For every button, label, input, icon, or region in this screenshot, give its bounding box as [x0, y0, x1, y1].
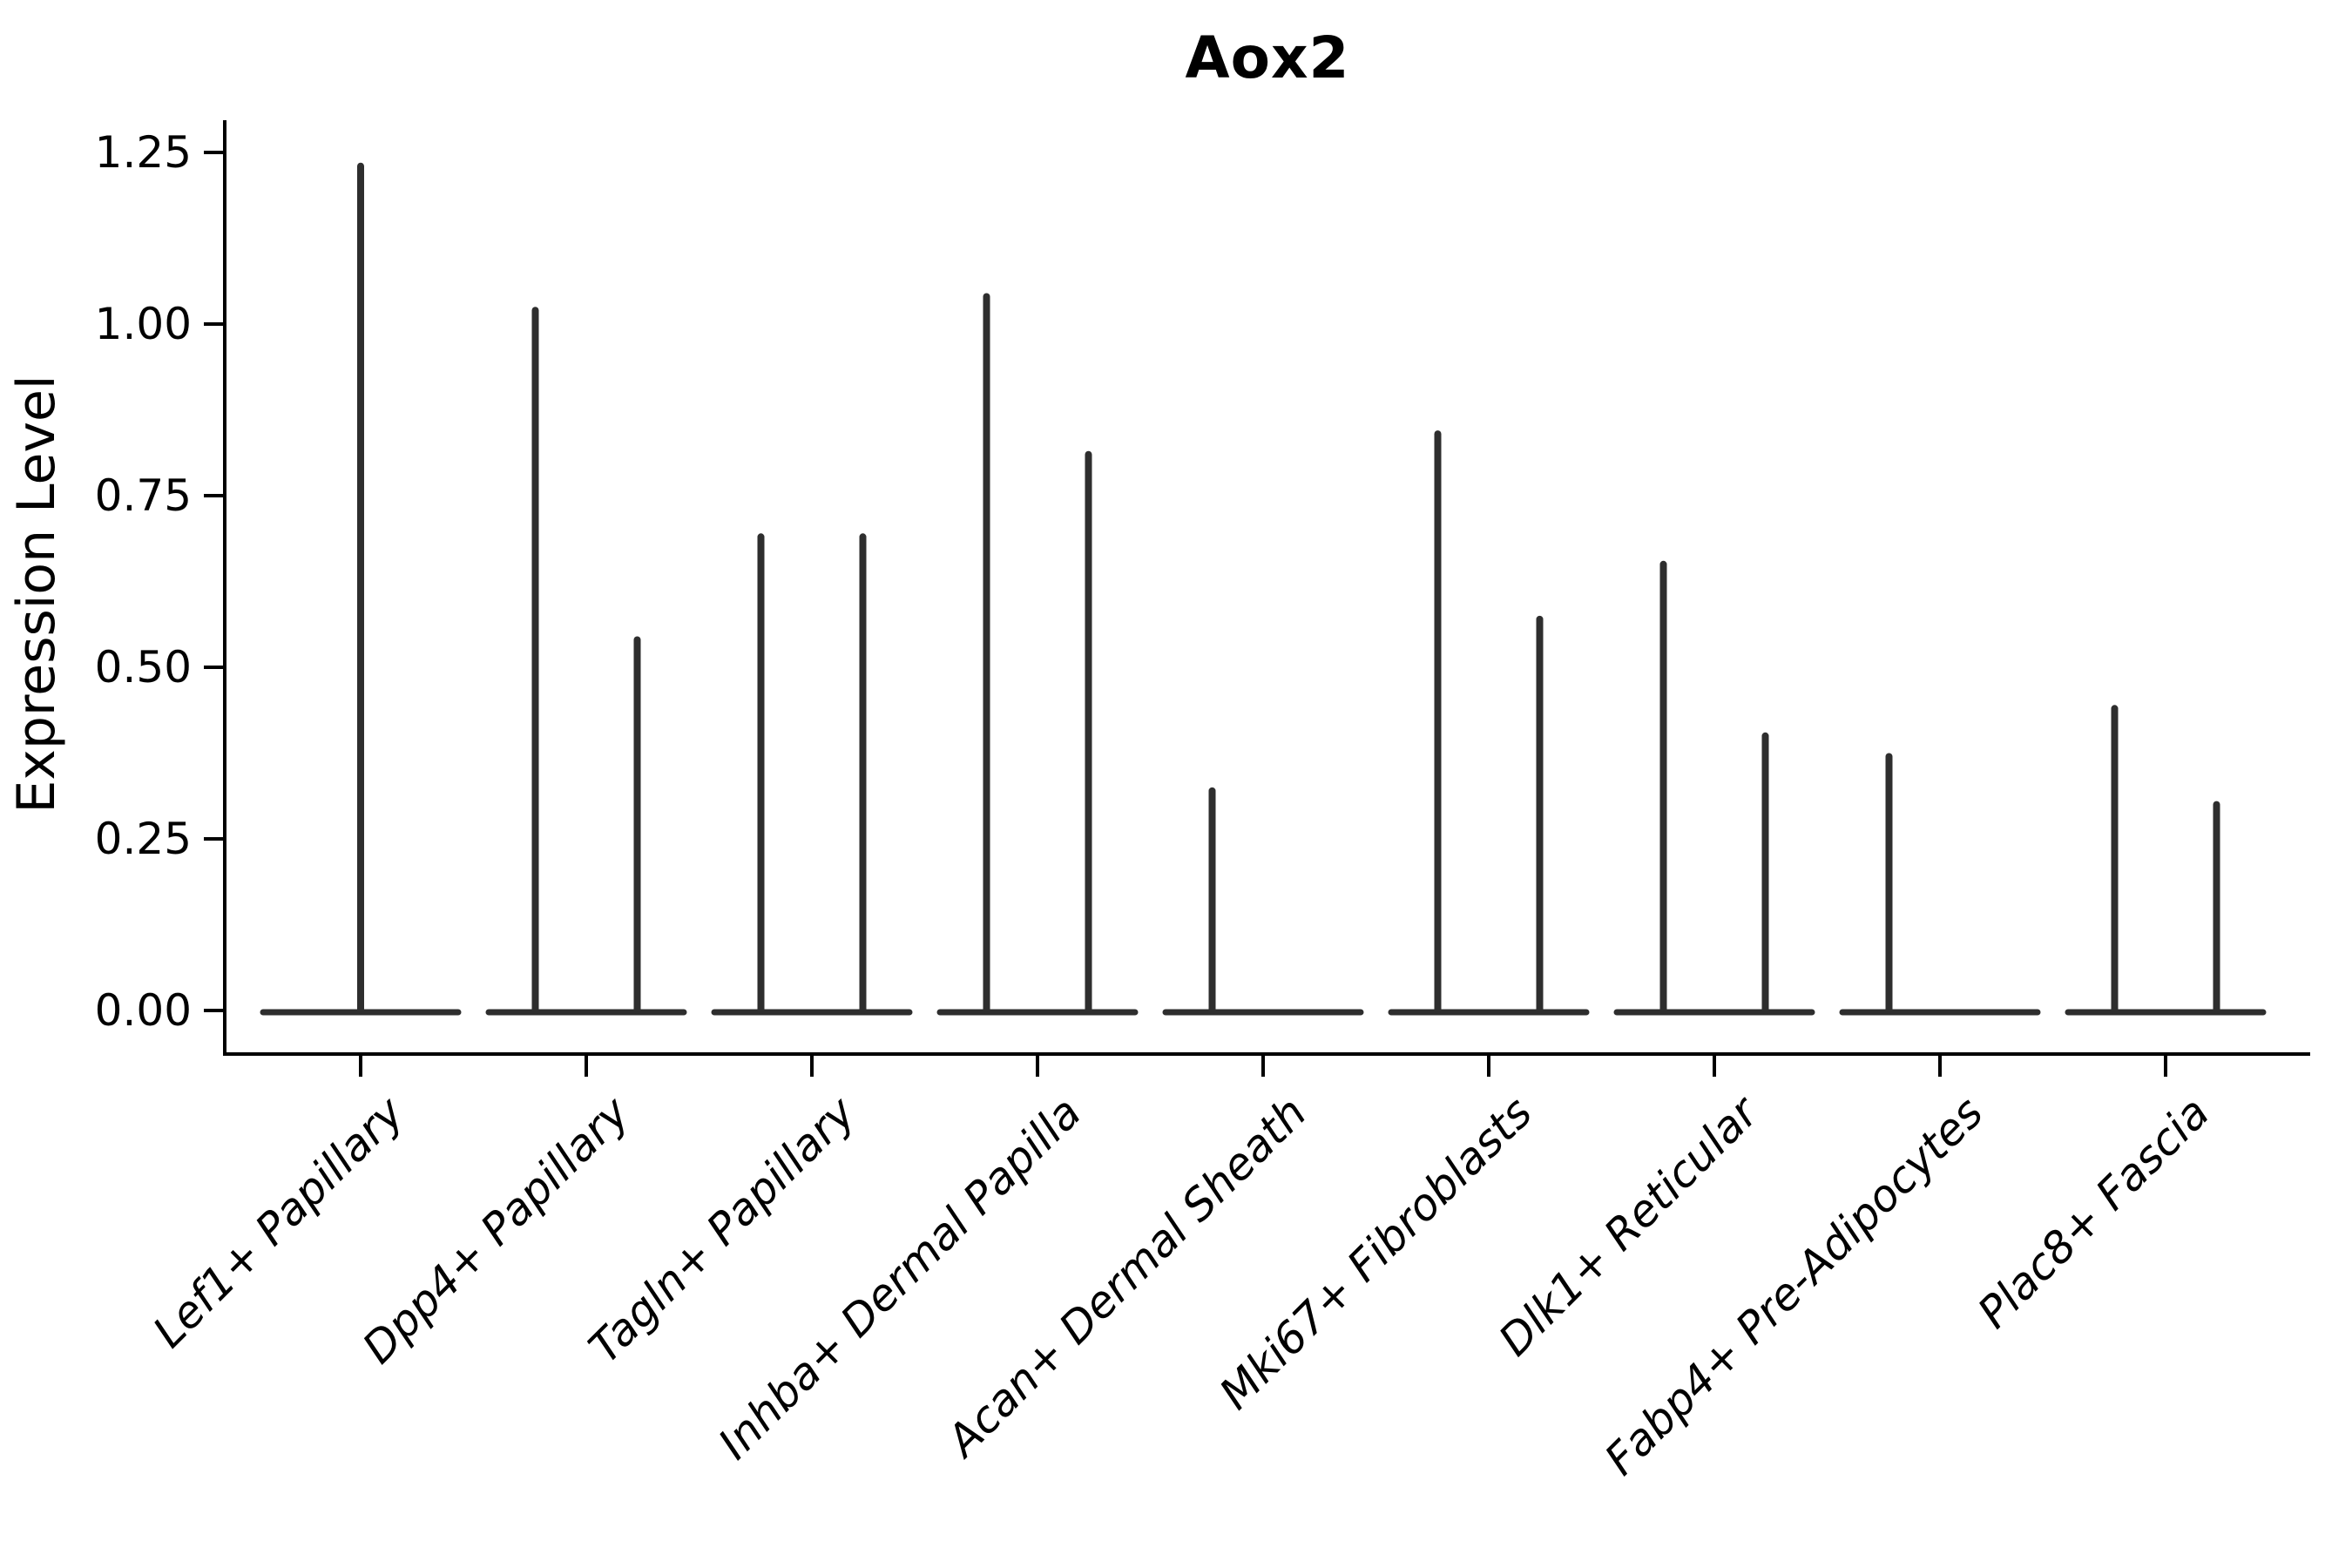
- y-tick-label: 0.75: [95, 470, 192, 521]
- chart-title: Aox2: [1185, 24, 1350, 91]
- y-tick-label: 0.25: [95, 814, 192, 864]
- y-tick-label: 0.00: [95, 985, 192, 1036]
- y-tick-label: 1.25: [95, 127, 192, 178]
- y-tick-label: 0.50: [95, 642, 192, 693]
- y-tick-label: 1.00: [95, 299, 192, 349]
